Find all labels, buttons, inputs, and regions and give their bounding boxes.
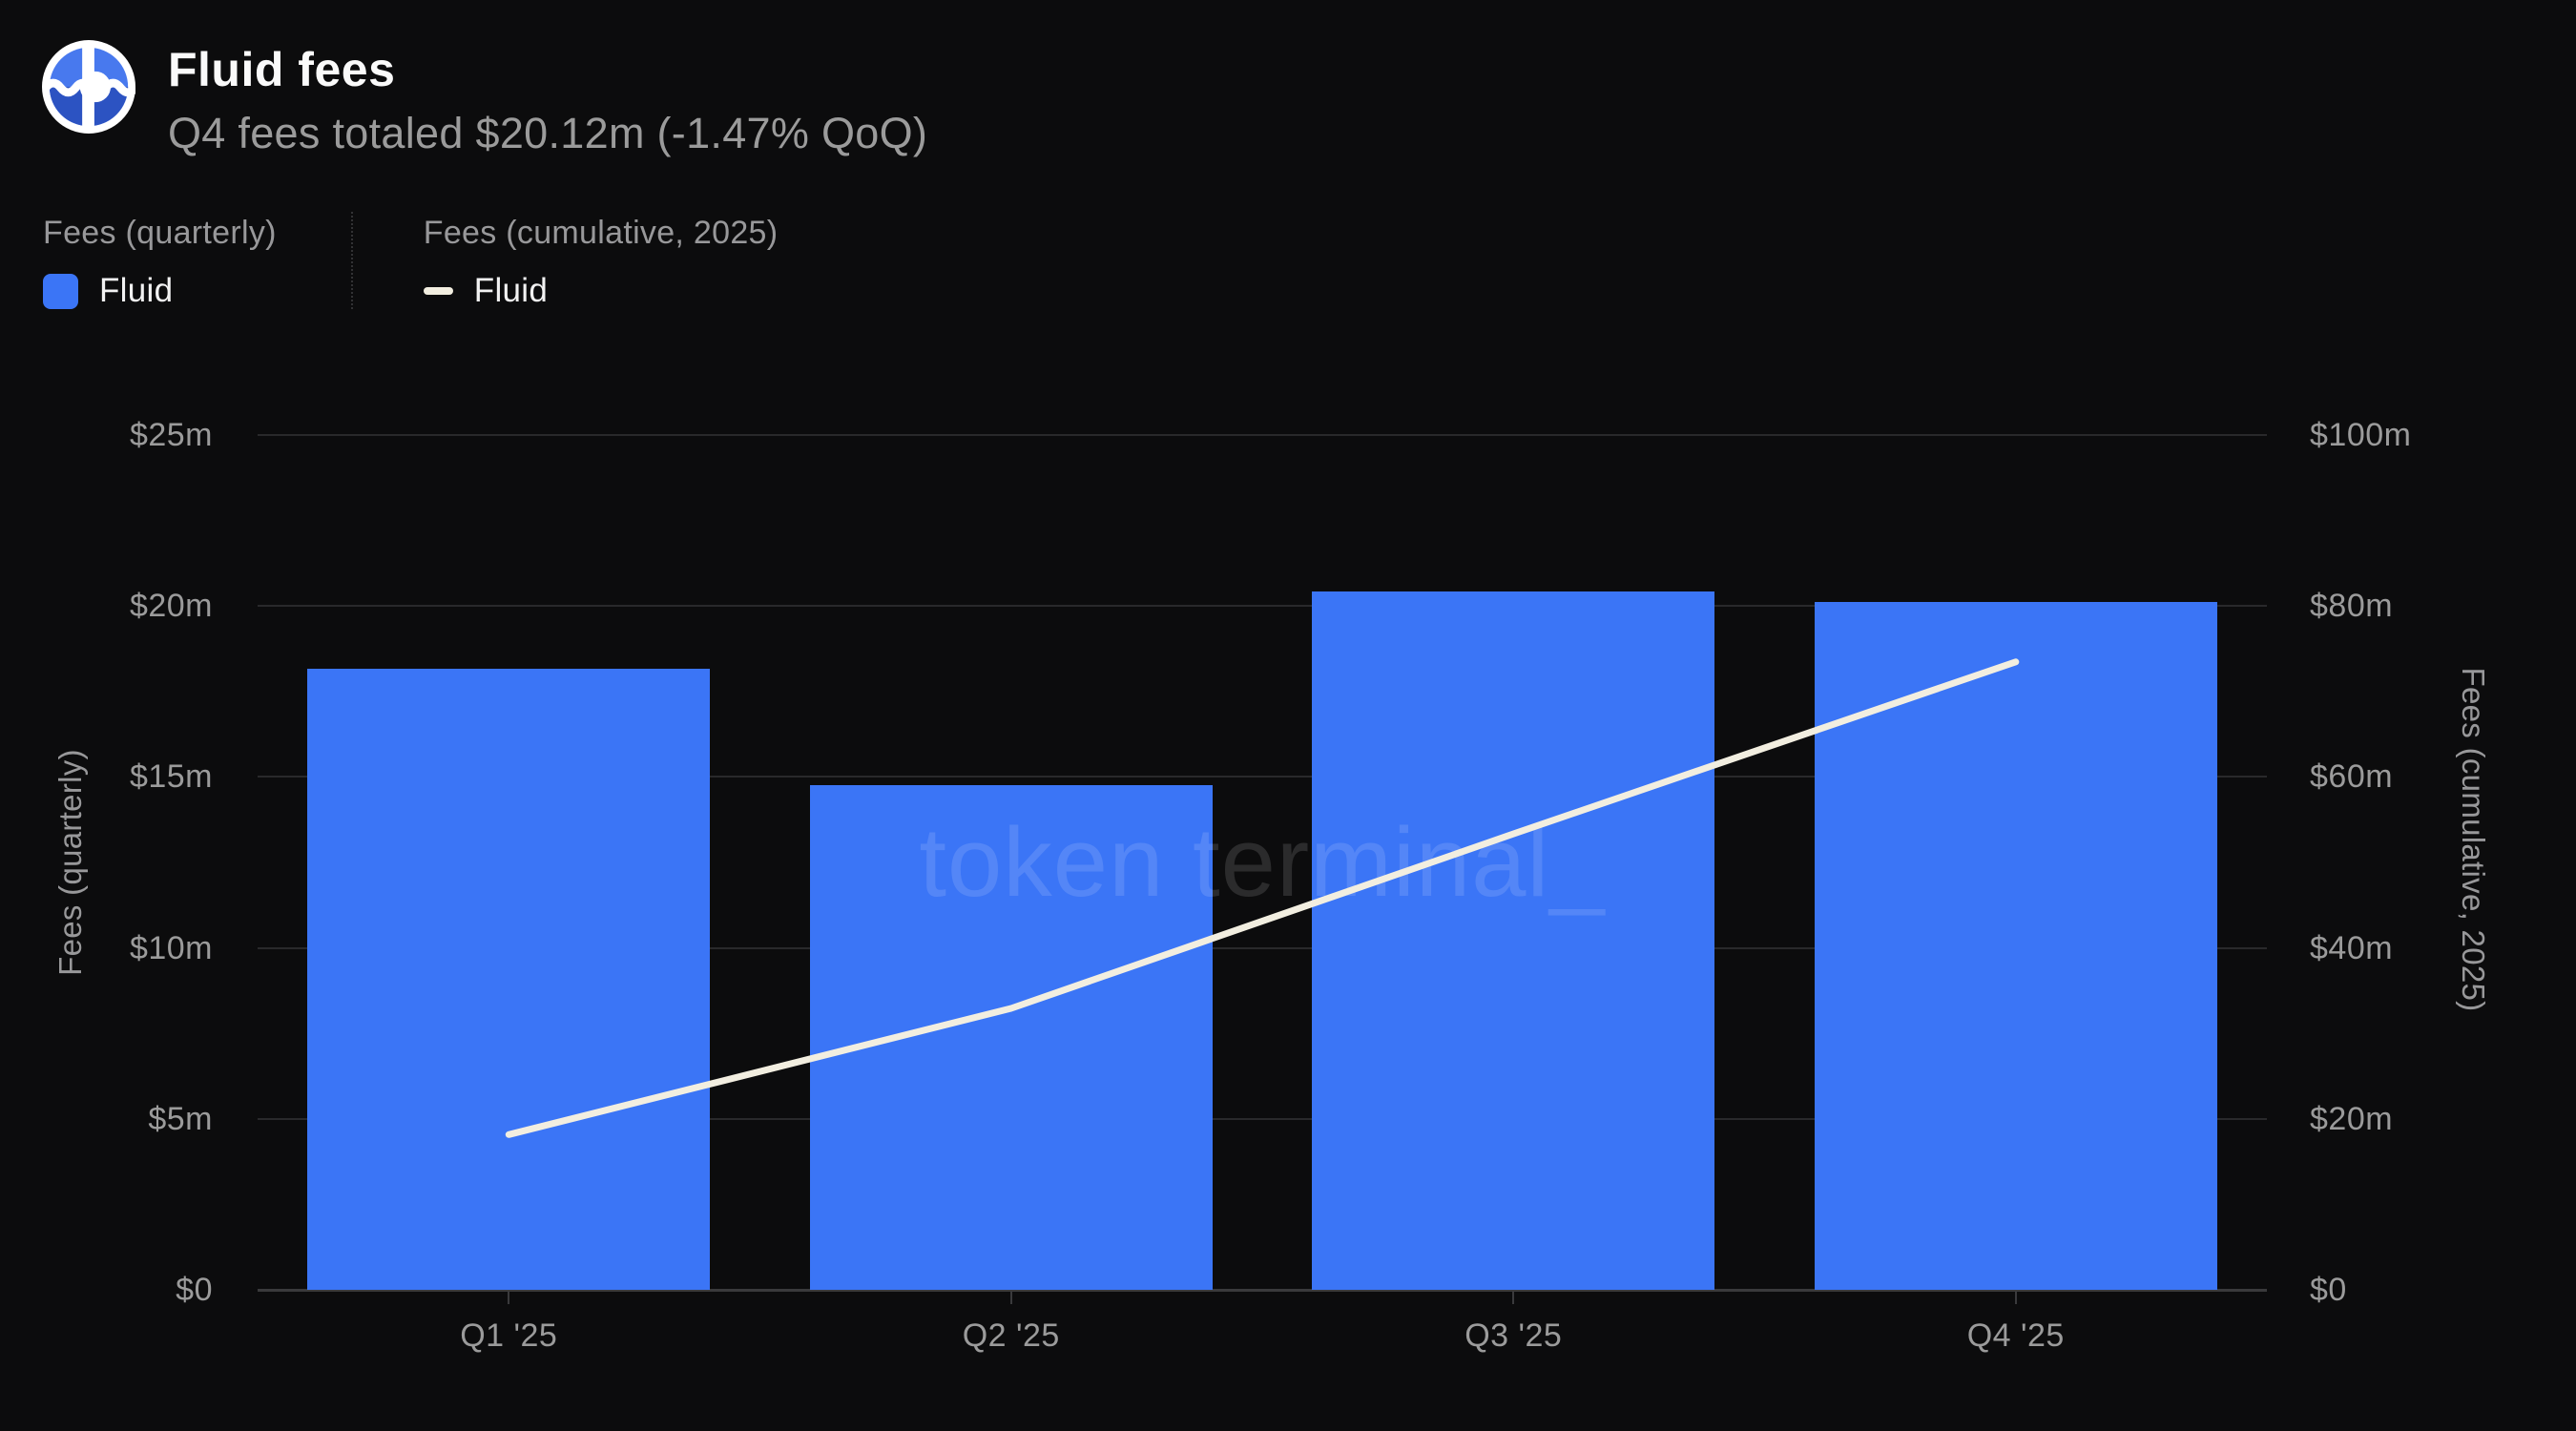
bar-swatch-icon <box>43 273 78 309</box>
bar-q4-25[interactable] <box>1814 601 2217 1290</box>
x-tick-label: Q2 '25 <box>962 1317 1060 1354</box>
x-tick-mark <box>508 1292 510 1304</box>
y-tick-right: $60m <box>2310 758 2394 796</box>
y-tick-right: $40m <box>2310 929 2394 966</box>
gridline <box>258 605 2267 608</box>
x-axis-line <box>258 1289 2267 1292</box>
x-tick-mark <box>1009 1292 1012 1304</box>
fluid-logo-icon <box>42 40 135 134</box>
legend-heading-quarterly: Fees (quarterly) <box>43 215 277 251</box>
y-tick-left: $25m <box>129 417 213 453</box>
y-tick-left: $15m <box>129 758 213 796</box>
legend-item-label: Fluid <box>99 272 174 309</box>
y-tick-left: $20m <box>129 588 213 625</box>
legend-item-label: Fluid <box>473 272 549 309</box>
page-title: Fluid fees <box>168 43 396 96</box>
x-tick-mark <box>1512 1292 1515 1304</box>
line-swatch-icon <box>423 287 453 295</box>
gridline <box>258 776 2267 778</box>
bar-q3-25[interactable] <box>1312 591 1715 1290</box>
gridline <box>258 1117 2267 1120</box>
cumulative-line-svg <box>505 658 2020 1138</box>
y-tick-left: $5m <box>148 1100 213 1137</box>
y-tick-right: $0 <box>2310 1272 2347 1308</box>
x-tick-label: Q1 '25 <box>460 1317 558 1354</box>
bar-q1-25[interactable] <box>307 669 711 1290</box>
legend-item-fluid-cumulative[interactable]: Fluid <box>423 272 779 309</box>
page-subtitle: Q4 fees totaled $20.12m (-1.47% QoQ) <box>168 109 928 157</box>
legend-item-fluid-quarterly[interactable]: Fluid <box>43 272 277 309</box>
y-tick-right: $100m <box>2310 417 2412 453</box>
legend-group-quarterly: Fees (quarterly) Fluid <box>43 212 277 309</box>
token-terminal-watermark: token terminal_ <box>919 807 1606 917</box>
header-text: Fluid fees Q4 fees totaled $20.12m (-1.4… <box>168 40 927 158</box>
cumulative-line <box>505 658 2020 1138</box>
x-tick-label: Q4 '25 <box>1966 1317 2065 1354</box>
legend-heading-cumulative: Fees (cumulative, 2025) <box>423 215 779 251</box>
y-tick-left: $10m <box>129 929 213 966</box>
gridline <box>258 434 2267 436</box>
y-tick-right: $80m <box>2310 588 2394 625</box>
y-tick-right: $20m <box>2310 1100 2394 1137</box>
x-tick-label: Q3 '25 <box>1465 1317 1563 1354</box>
legend: Fees (quarterly) Fluid Fees (cumulative,… <box>43 212 778 309</box>
legend-group-cumulative: Fees (cumulative, 2025) Fluid <box>423 212 779 309</box>
header: Fluid fees Q4 fees totaled $20.12m (-1.4… <box>42 40 927 158</box>
legend-divider <box>350 212 353 309</box>
bar-q2-25[interactable] <box>809 785 1213 1290</box>
y-tick-left: $0 <box>176 1272 213 1308</box>
x-tick-mark <box>2014 1292 2017 1304</box>
gridline <box>258 946 2267 949</box>
